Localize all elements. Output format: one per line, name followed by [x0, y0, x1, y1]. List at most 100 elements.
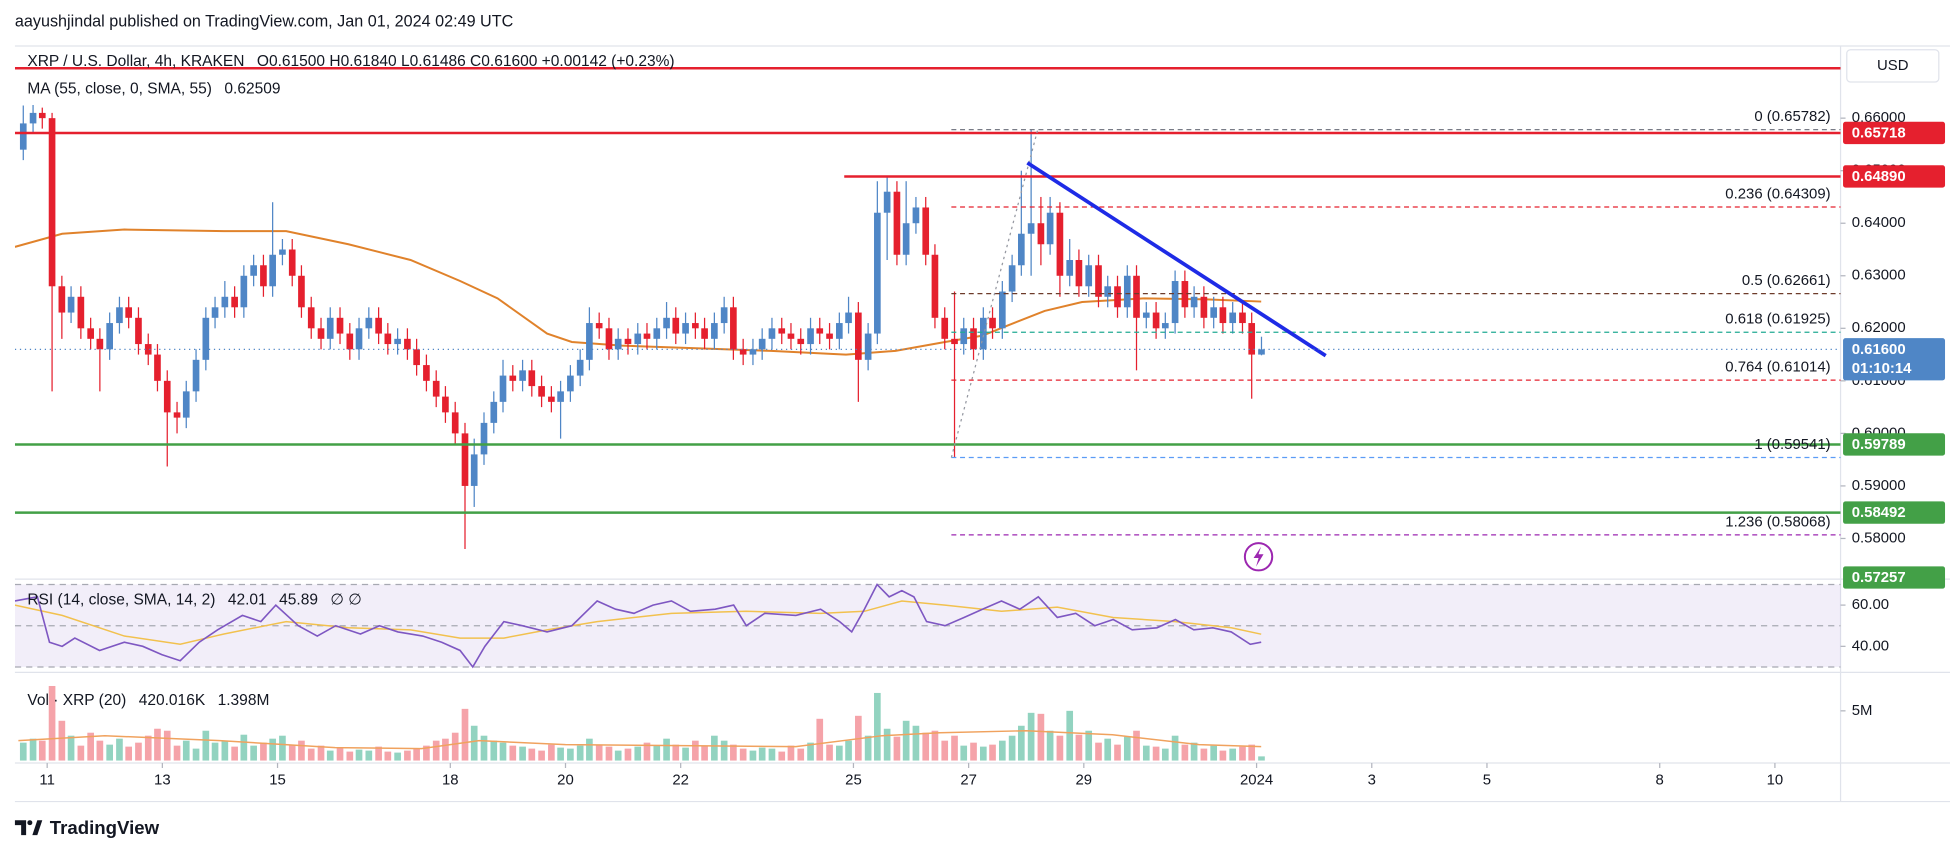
- candle-body: [797, 338, 805, 345]
- volume-bar: [836, 745, 843, 761]
- volume-bar: [1152, 746, 1160, 761]
- candle-body: [931, 254, 939, 318]
- alert-icon[interactable]: [1243, 542, 1274, 572]
- candle-body: [883, 191, 891, 213]
- candle-body: [855, 312, 862, 360]
- candle-body: [384, 333, 392, 345]
- volume-bar: [692, 740, 699, 761]
- candle-body: [1046, 212, 1054, 245]
- volume-bar: [1095, 742, 1102, 761]
- axes: 11 13 15 18 20 22 25 27 29 2024 3 5 8 10 0.58000 0.5900…: [39, 110, 1946, 788]
- candle-body: [692, 323, 699, 329]
- candle-body: [404, 338, 411, 350]
- candle-body: [1181, 281, 1189, 308]
- pane-frame: [14, 45, 1950, 803]
- candle-body: [1017, 233, 1025, 266]
- volume-bar: [951, 735, 958, 761]
- candle-body: [730, 307, 737, 350]
- volume-bar: [336, 747, 344, 761]
- candle-body: [135, 317, 142, 345]
- volume-bar: [470, 725, 478, 761]
- volume-bar: [1104, 738, 1112, 761]
- candle-body: [951, 338, 958, 345]
- volume-bar: [567, 748, 574, 761]
- volume-bar: [720, 740, 728, 761]
- rsi-sma: [14, 600, 1262, 646]
- candle-body: [1161, 323, 1169, 329]
- volume-bar: [519, 746, 526, 761]
- candle-body: [1152, 312, 1160, 329]
- level-tag-bg: [1843, 501, 1946, 524]
- rsi-na: ∅ ∅: [330, 591, 361, 608]
- volume-bar: [778, 751, 786, 761]
- volume-bar: [38, 740, 46, 761]
- volume-bar: [711, 735, 718, 761]
- y-tick-label: 0.59000: [1852, 478, 1906, 494]
- volume-bar: [768, 748, 776, 761]
- candle-body: [1037, 223, 1045, 245]
- volume-bar: [1200, 748, 1208, 761]
- candle-body: [1219, 307, 1227, 324]
- volume-bar: [317, 745, 325, 761]
- volume-bar: [557, 747, 564, 761]
- candle-body: [595, 323, 603, 329]
- moving-average: [14, 228, 1262, 356]
- candle-body: [240, 275, 248, 308]
- volume-bar: [807, 742, 814, 761]
- candle-body: [326, 317, 334, 339]
- volume-bar: [1219, 750, 1227, 761]
- level-tag: 0.64890: [1852, 169, 1906, 185]
- volume-bar: [116, 738, 123, 761]
- volume-bar: [979, 746, 987, 761]
- candle-body: [173, 412, 181, 418]
- volume-bar: [192, 748, 200, 761]
- candle-body: [1200, 296, 1208, 318]
- candle-body: [893, 191, 901, 255]
- volume-bar: [826, 744, 833, 761]
- candle-body: [1085, 265, 1093, 287]
- candle-body: [288, 249, 296, 276]
- candle-body: [423, 365, 430, 381]
- tradingview-logo[interactable]: TradingView: [14, 817, 160, 838]
- volume-bar: [1066, 710, 1074, 761]
- candle-body: [346, 333, 354, 350]
- candle-body: [413, 349, 420, 366]
- candle-body: [1123, 275, 1131, 308]
- candle-body: [1075, 260, 1083, 287]
- candle-body: [298, 275, 305, 308]
- volume-bar: [173, 745, 181, 761]
- x-tick-label: 27: [960, 772, 977, 788]
- candle-body: [960, 328, 968, 345]
- x-tick-label: 10: [1767, 772, 1784, 788]
- volume-bar: [260, 742, 267, 761]
- volume-bar: [989, 744, 996, 761]
- volume-bar: [739, 748, 747, 761]
- volume-bar: [643, 742, 651, 761]
- volume-bar: [461, 708, 469, 761]
- volume-bar: [538, 750, 545, 761]
- candle-body: [768, 328, 776, 339]
- candle-body: [720, 307, 728, 324]
- volume-bar: [394, 752, 401, 761]
- volume-bar: [970, 742, 977, 761]
- volume-bar: [346, 751, 354, 761]
- candle-body: [1248, 323, 1256, 355]
- volume-bar: [202, 730, 210, 761]
- volume-bar: [701, 745, 708, 761]
- candle-body: [711, 323, 718, 339]
- candle-body: [672, 317, 680, 334]
- candle-body: [1210, 307, 1218, 318]
- candle-body: [48, 118, 56, 287]
- candle-body: [701, 328, 708, 339]
- currency-box[interactable]: [1846, 49, 1940, 83]
- volume-bar: [240, 734, 248, 761]
- candle-body: [1229, 312, 1237, 324]
- x-tick-label: 5: [1483, 772, 1491, 788]
- candle-body: [336, 317, 344, 334]
- volume-bar: [48, 685, 56, 761]
- candle-body: [538, 386, 545, 397]
- candle-body: [38, 112, 46, 119]
- candle-body: [250, 265, 257, 276]
- candle-body: [749, 349, 757, 355]
- candle-body: [442, 396, 449, 413]
